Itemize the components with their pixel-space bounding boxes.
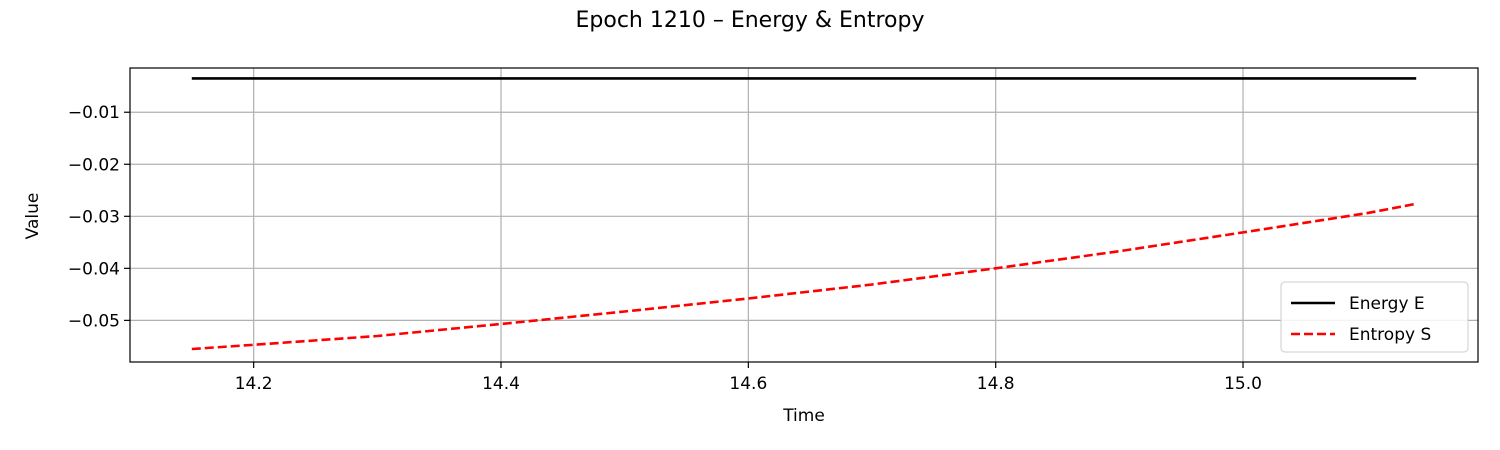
y-tick-label: −0.03 [68, 207, 120, 227]
x-tick-label: 14.2 [235, 374, 273, 394]
x-tick-label: 15.0 [1224, 374, 1262, 394]
chart-title: Epoch 1210 – Energy & Entropy [576, 8, 925, 33]
y-tick-label: −0.02 [68, 155, 120, 175]
legend: Energy E Entropy S [1280, 281, 1469, 353]
y-tick-label: −0.01 [68, 103, 120, 123]
x-axis-label: Time [782, 406, 825, 426]
y-tick-label: −0.05 [68, 311, 120, 331]
axis-ticks: 14.2 14.4 14.6 14.8 15.0 −0.01 −0.02 −0.03 −0.04… [68, 103, 1262, 394]
x-tick-label: 14.6 [729, 374, 767, 394]
y-axis-label: Value [23, 193, 43, 240]
legend-box [1280, 281, 1469, 353]
x-tick-label: 14.8 [977, 374, 1015, 394]
series-lines [191, 77, 1417, 351]
x-tick-label: 14.4 [482, 374, 520, 394]
legend-label-entropy-s: Entropy S [1349, 325, 1431, 345]
entropy-s-line [191, 202, 1417, 351]
y-tick-label: −0.04 [68, 259, 120, 279]
grid-lines [130, 68, 1478, 362]
legend-label-energy-e: Energy E [1349, 294, 1425, 314]
plot-area-frame [129, 67, 1479, 363]
